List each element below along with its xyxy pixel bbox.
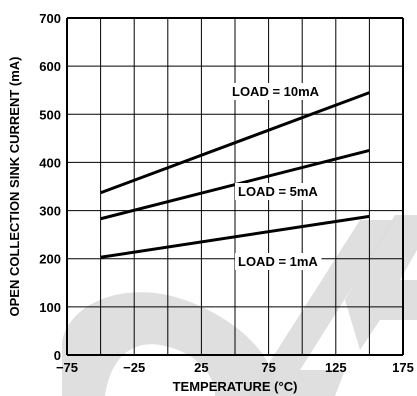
x-tick-label-2: 25 bbox=[194, 360, 208, 375]
y-tick-label-3: 300 bbox=[39, 204, 61, 219]
y-tick-label-7: 700 bbox=[39, 11, 61, 26]
y-tick-label-4: 400 bbox=[39, 155, 61, 170]
series-labels: LOAD = 10mA LOAD = 5mA LOAD = 1mA bbox=[229, 83, 323, 270]
tick-labels: −75 −25 25 75 125 175 0 100 200 300 400 500 600 700 bbox=[39, 11, 414, 375]
series-label-background-1 bbox=[235, 183, 322, 200]
series-line-0 bbox=[100, 91, 370, 195]
watermark-o-shape bbox=[62, 292, 276, 396]
watermark-graphic bbox=[62, 215, 417, 396]
series-line-2 bbox=[100, 214, 370, 259]
x-tick-label-1: −25 bbox=[123, 360, 145, 375]
y-tick-label-5: 500 bbox=[39, 107, 61, 122]
series-label-2: LOAD = 1mA bbox=[238, 254, 318, 269]
y-axis-title: OPEN COLLECTION SINK CURRENT (mA) bbox=[7, 57, 22, 317]
series-label-background-0 bbox=[229, 83, 323, 100]
x-tick-label-5: 175 bbox=[392, 360, 414, 375]
watermark-e-shape bbox=[345, 215, 417, 350]
y-tick-label-0: 0 bbox=[54, 348, 61, 363]
x-tick-label-3: 75 bbox=[261, 360, 275, 375]
y-tick-label-6: 600 bbox=[39, 59, 61, 74]
y-tick-label-2: 200 bbox=[39, 252, 61, 267]
y-tick-label-1: 100 bbox=[39, 300, 61, 315]
x-tick-label-4: 125 bbox=[325, 360, 347, 375]
x-tick-label-0: −75 bbox=[56, 360, 78, 375]
watermark-l-shape bbox=[248, 220, 395, 396]
series-label-0: LOAD = 10mA bbox=[232, 84, 320, 99]
x-axis-title: TEMPERATURE (°C) bbox=[173, 379, 298, 394]
series-label-background-2 bbox=[235, 253, 322, 270]
series-label-1: LOAD = 5mA bbox=[238, 184, 318, 199]
